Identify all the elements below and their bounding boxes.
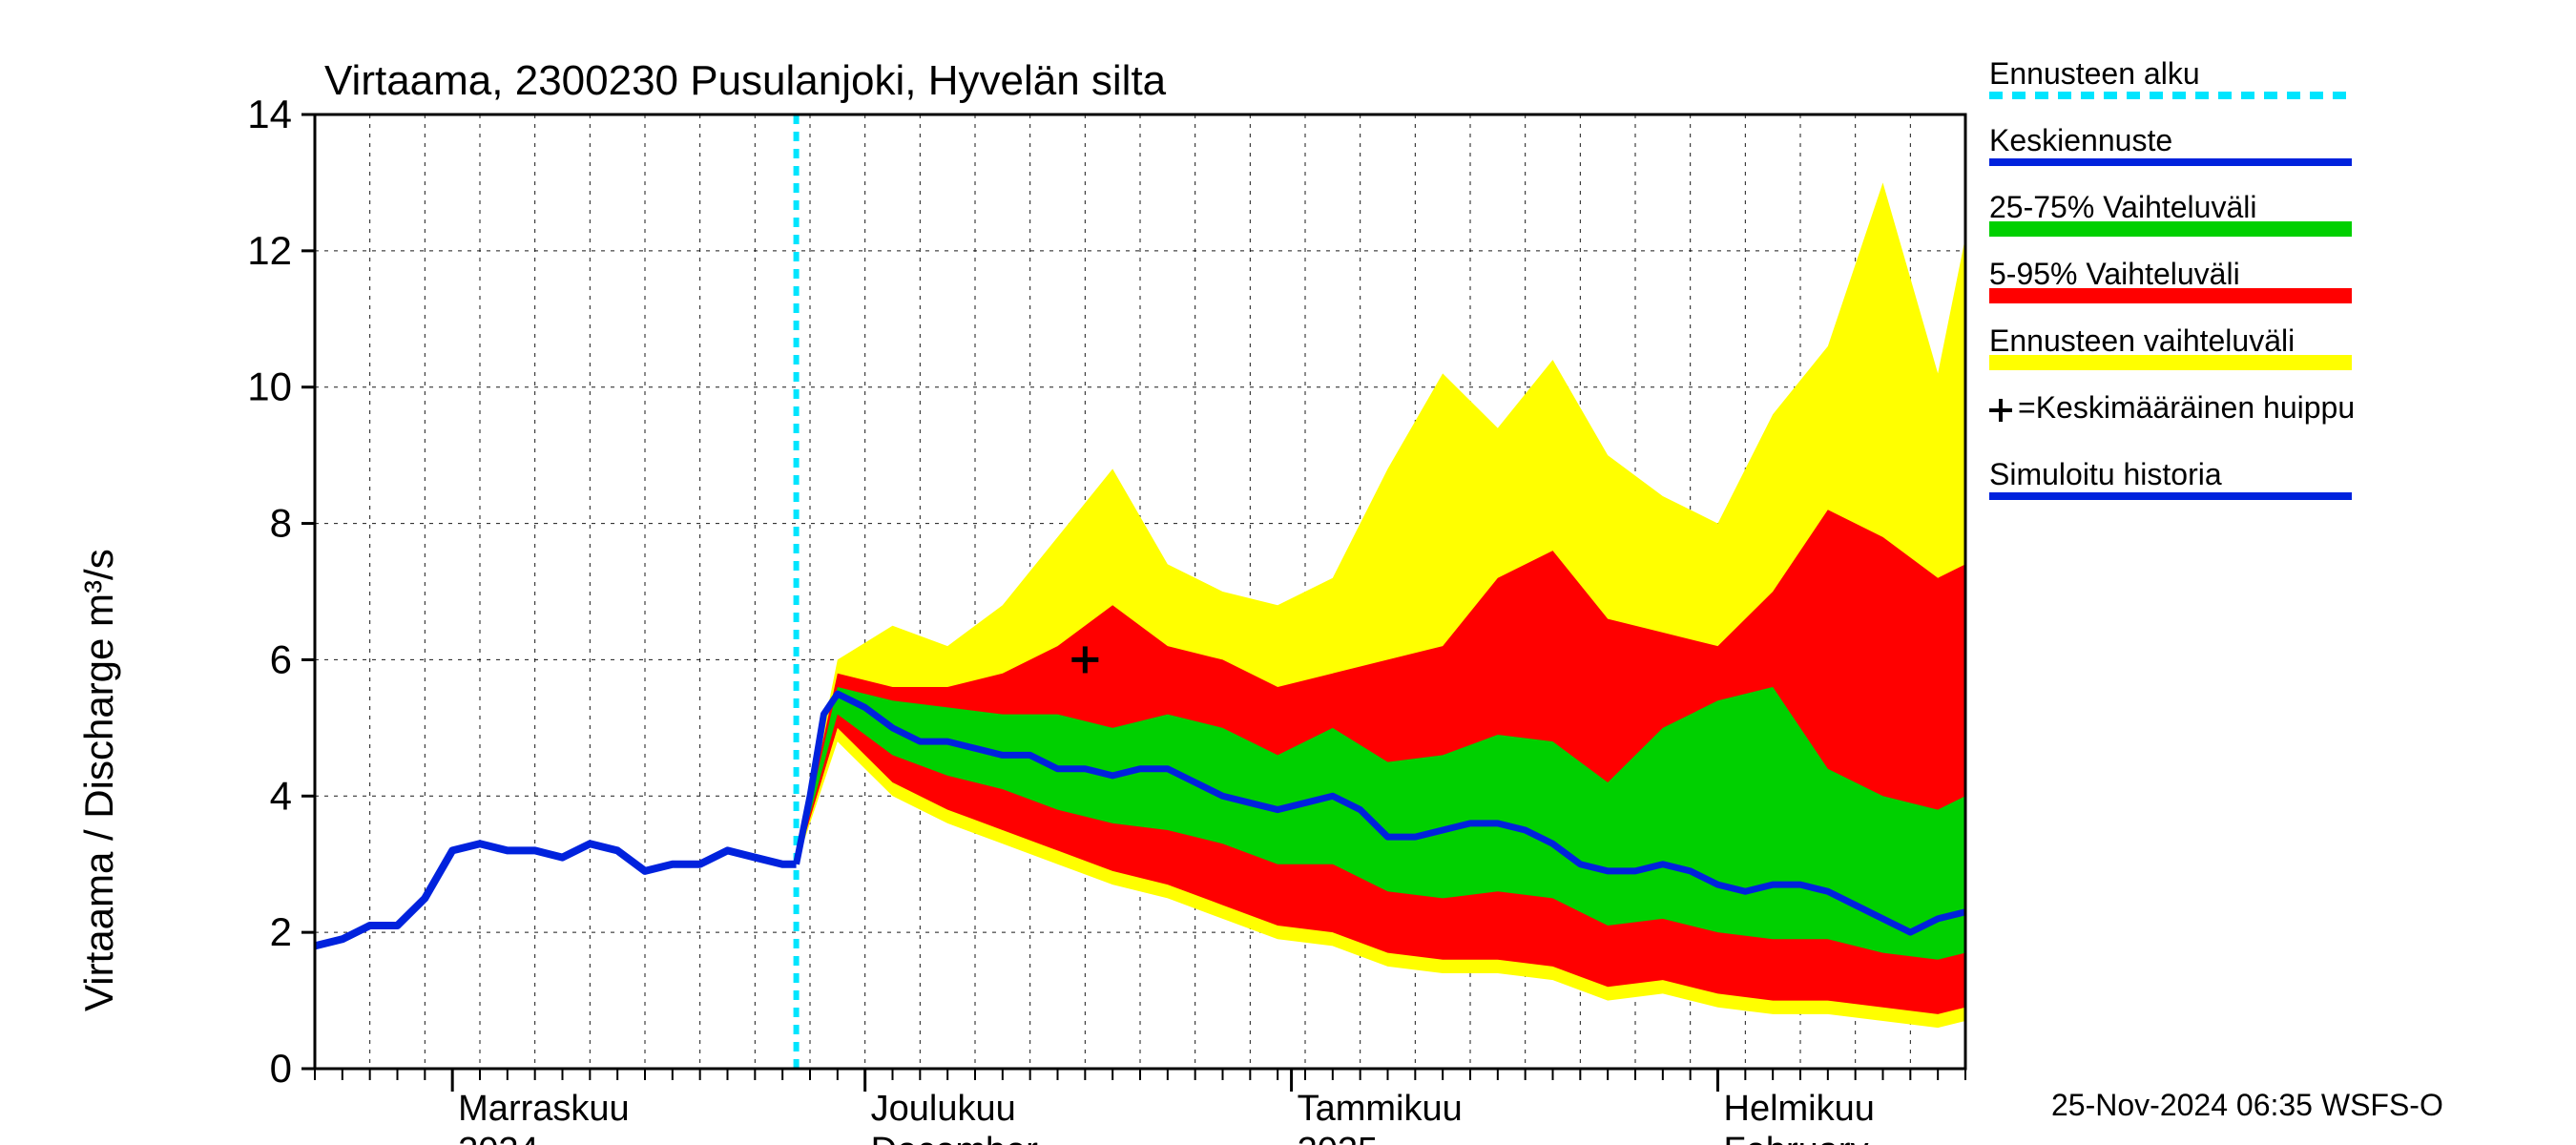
svg-text:14: 14 [247, 92, 292, 136]
svg-text:Keskiennuste: Keskiennuste [1989, 123, 2172, 157]
svg-text:December: December [871, 1131, 1039, 1145]
svg-text:2: 2 [270, 909, 292, 954]
svg-text:February: February [1724, 1131, 1869, 1145]
svg-text:Ennusteen alku: Ennusteen alku [1989, 56, 2200, 91]
svg-text:Simuloitu historia: Simuloitu historia [1989, 457, 2222, 491]
svg-text:8: 8 [270, 501, 292, 546]
svg-text:Joulukuu: Joulukuu [871, 1089, 1016, 1129]
svg-text:6: 6 [270, 636, 292, 681]
svg-text:2025: 2025 [1298, 1131, 1379, 1145]
footer-timestamp: 25-Nov-2024 06:35 WSFS-O [2051, 1088, 2443, 1123]
svg-text:Helmikuu: Helmikuu [1724, 1089, 1875, 1129]
svg-text:10: 10 [247, 364, 292, 409]
svg-text:5-95% Vaihteluväli: 5-95% Vaihteluväli [1989, 257, 2240, 291]
svg-text:Marraskuu: Marraskuu [458, 1089, 629, 1129]
svg-text:0: 0 [270, 1046, 292, 1091]
svg-text:Ennusteen vaihteluväli: Ennusteen vaihteluväli [1989, 323, 2295, 358]
plot-svg: 0 2 4 6 8 10 12 14 Marraskuu 2024 Joulukuu December… [0, 0, 2576, 1145]
svg-text:=Keskimääräinen huippu: =Keskimääräinen huippu [2018, 390, 2355, 425]
svg-text:25-75% Vaihteluväli: 25-75% Vaihteluväli [1989, 190, 2256, 224]
svg-text:12: 12 [247, 228, 292, 273]
chart-page: Virtaama, 2300230 Pusulanjoki, Hyvelän s… [0, 0, 2576, 1145]
svg-text:Tammikuu: Tammikuu [1298, 1089, 1463, 1129]
svg-text:4: 4 [270, 773, 292, 818]
svg-text:2024: 2024 [458, 1131, 539, 1145]
